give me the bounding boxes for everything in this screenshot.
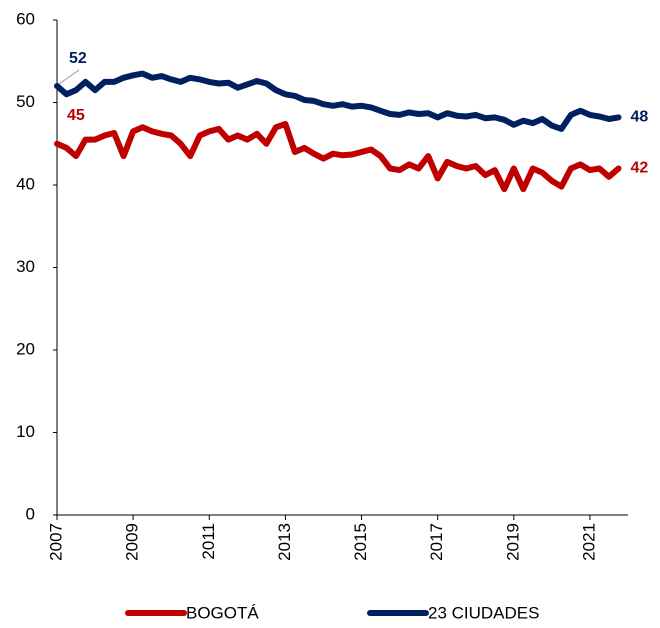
legend-label: 23 CIUDADES [428, 603, 539, 622]
x-tick-label: 2015 [351, 523, 370, 561]
leader-line [58, 69, 80, 85]
series-line [54, 70, 622, 132]
x-tick-label: 2021 [579, 523, 598, 561]
data-label: 42 [630, 160, 648, 177]
data-label: 48 [630, 109, 648, 126]
data-label: 52 [69, 50, 87, 67]
x-tick-label: 2017 [427, 523, 446, 561]
y-tick-label: 40 [16, 174, 35, 193]
data-label: 45 [67, 107, 85, 124]
x-tick-label: 2007 [46, 523, 65, 561]
y-tick-label: 10 [16, 422, 35, 441]
x-tick-label: 2011 [199, 523, 218, 560]
y-tick-label: 60 [16, 9, 35, 28]
x-tick-label: 2013 [275, 523, 294, 561]
y-tick-label: 30 [16, 257, 35, 276]
x-tick-label: 2009 [123, 523, 142, 561]
x-tick-label: 2019 [503, 523, 522, 561]
y-tick-label: 20 [16, 339, 35, 358]
series-line [54, 121, 622, 193]
y-tick-label: 50 [16, 92, 35, 111]
y-tick-label: 0 [26, 504, 35, 523]
legend-label: BOGOTÁ [186, 603, 259, 622]
